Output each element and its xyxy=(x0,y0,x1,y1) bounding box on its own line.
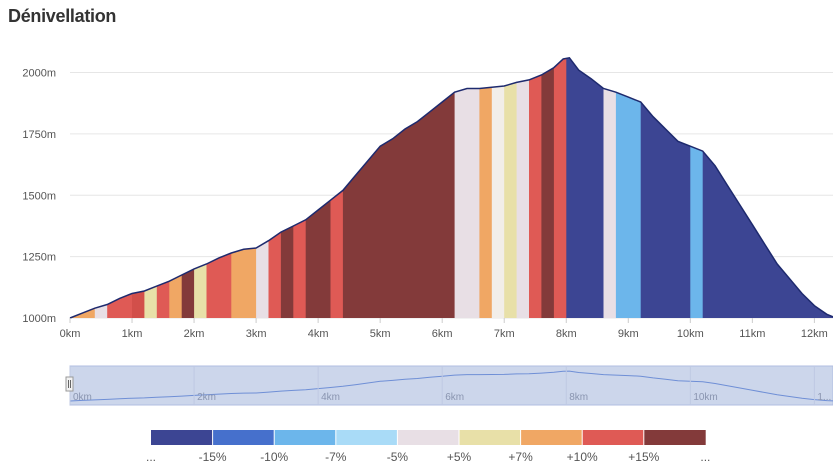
legend-swatch xyxy=(643,430,706,445)
legend-swatch xyxy=(520,430,583,445)
grade-segment xyxy=(280,57,294,318)
grade-segment xyxy=(70,57,96,318)
grade-segment xyxy=(529,57,542,318)
legend-label: -15% xyxy=(199,450,227,464)
grade-segments xyxy=(70,57,833,318)
x-tick-label: 7km xyxy=(494,328,515,340)
elevation-line xyxy=(69,56,833,319)
x-axis-ticks: 0km 1km 2km 3km 4km 5km 6km 7km 8km 9km 10km 11km 12… xyxy=(60,318,828,340)
grade-segment xyxy=(566,57,604,318)
grade-segment xyxy=(181,57,195,318)
navigator-left-handle[interactable] xyxy=(65,376,74,392)
x-tick-label: 12km xyxy=(801,328,828,340)
navigator-label: 6km xyxy=(445,392,464,403)
grade-segment xyxy=(640,57,691,318)
grade-segment xyxy=(293,57,307,318)
grade-segment xyxy=(553,57,567,318)
grade-segment xyxy=(132,57,145,318)
x-tick-label: 3km xyxy=(246,328,267,340)
grade-segment xyxy=(504,57,517,318)
grade-segment xyxy=(231,57,257,318)
grade-legend: ... -15% -10% -7% -5% +5% +7% +10% +15%... xyxy=(146,430,710,464)
legend-swatch xyxy=(151,430,213,445)
grade-segment xyxy=(615,57,642,318)
legend-label: +7% xyxy=(508,450,533,464)
legend-swatch xyxy=(212,430,275,445)
legend-swatch xyxy=(274,430,337,445)
navigator-label: 1... xyxy=(817,392,831,403)
grade-segment xyxy=(107,57,133,318)
legend-swatch xyxy=(397,430,460,445)
grade-segment xyxy=(156,57,170,318)
x-tick-label: 2km xyxy=(184,328,205,340)
legend-label: +5% xyxy=(447,450,472,464)
navigator-label: 10km xyxy=(693,392,717,403)
x-tick-label: 5km xyxy=(370,328,391,340)
x-tick-label: 6km xyxy=(432,328,453,340)
y-tick-label: 1750m xyxy=(22,129,56,141)
grade-segment xyxy=(330,57,344,318)
y-tick-label: 2000m xyxy=(22,68,56,80)
grade-segment xyxy=(144,57,158,318)
navigator-series xyxy=(69,370,833,402)
x-tick-label: 4km xyxy=(308,328,329,340)
grade-segment xyxy=(94,57,108,318)
legend-swatch xyxy=(459,430,521,445)
grade-segment xyxy=(194,57,207,318)
x-tick-label: 11km xyxy=(739,328,765,340)
legend-label: -5% xyxy=(387,450,409,464)
navigator-label: 4km xyxy=(321,392,340,403)
legend-label: +10% xyxy=(567,450,598,464)
legend-label: ... xyxy=(700,450,710,464)
legend-label: -7% xyxy=(325,450,347,464)
grade-segment xyxy=(603,57,617,318)
x-tick-label: 10km xyxy=(677,328,704,340)
grade-segment xyxy=(268,57,282,318)
grade-segment xyxy=(256,57,269,318)
navigator[interactable]: 0km 2km 4km 6km 8km 10km 1... xyxy=(65,365,833,406)
grade-segment xyxy=(690,57,704,318)
grade-segment xyxy=(702,57,833,318)
grade-segment xyxy=(206,57,232,318)
grade-segment xyxy=(541,57,555,318)
navigator-label: 0km xyxy=(73,392,92,403)
grade-segment xyxy=(305,57,331,318)
legend-swatch xyxy=(335,430,398,445)
legend-label: -10% xyxy=(260,450,288,464)
grade-segment xyxy=(454,57,480,318)
grade-segment xyxy=(342,57,455,318)
navigator-labels: 0km 2km 4km 6km 8km 10km 1... xyxy=(69,366,831,405)
y-tick-label: 1500m xyxy=(22,190,56,202)
y-tick-label: 1000m xyxy=(22,313,56,325)
page-title: Dénivellation xyxy=(8,6,117,26)
x-tick-label: 9km xyxy=(618,328,639,340)
grade-segment xyxy=(516,57,530,318)
y-axis-ticks: 1000m 1250m 1500m 1750m 2000m xyxy=(22,68,56,325)
legend-swatch xyxy=(582,430,645,445)
navigator-label: 8km xyxy=(569,392,588,403)
x-tick-label: 8km xyxy=(556,328,577,340)
legend-label: ... xyxy=(146,450,156,464)
x-tick-label: 0km xyxy=(60,328,81,340)
grade-segment xyxy=(169,57,183,318)
x-tick-label: 1km xyxy=(122,328,143,340)
legend-label: +15% xyxy=(628,450,659,464)
grade-segment xyxy=(479,57,493,318)
grade-segment xyxy=(491,57,505,318)
navigator-label: 2km xyxy=(197,392,216,403)
navigator-background xyxy=(69,365,833,406)
y-tick-label: 1250m xyxy=(22,252,56,264)
